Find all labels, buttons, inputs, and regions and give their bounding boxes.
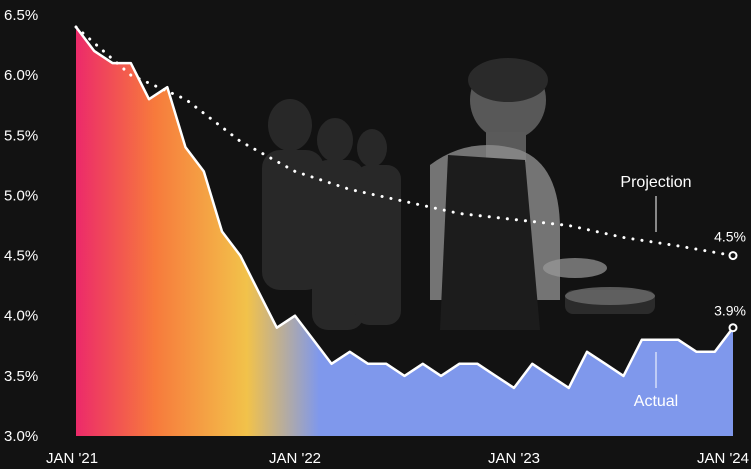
x-tick-label: JAN '24 <box>697 450 749 467</box>
x-tick-label: JAN '22 <box>269 450 321 467</box>
y-tick-label: 4.5% <box>4 248 38 265</box>
y-tick-label: 5.0% <box>4 187 38 204</box>
y-tick-label: 6.0% <box>4 67 38 84</box>
y-tick-label: 3.5% <box>4 368 38 385</box>
projection-series-line <box>74 25 735 258</box>
x-tick-label: JAN '21 <box>46 450 98 467</box>
actual-end-marker <box>728 323 738 333</box>
y-tick-label: 3.0% <box>4 428 38 445</box>
actual-label: Actual <box>634 393 678 410</box>
background-photo-cook <box>430 58 655 330</box>
projection-end-value-label: 4.5% <box>714 229 746 245</box>
y-axis-ticks: 3.0% 3.5% 4.0% 4.5% 5.0% 5.5% 6.0% 6.5% <box>4 7 38 445</box>
actual-end-value-label: 3.9% <box>714 303 746 319</box>
x-axis-ticks: JAN '21 JAN '22 JAN '23 JAN '24 <box>46 450 749 467</box>
actual-series-line <box>75 26 734 390</box>
projection-end-marker <box>728 251 738 261</box>
projection-label: Projection <box>620 174 691 191</box>
y-tick-label: 6.5% <box>4 7 38 24</box>
x-tick-label: JAN '23 <box>488 450 540 467</box>
actual-series-area <box>76 27 733 436</box>
background-photo-silhouettes <box>262 99 401 330</box>
y-tick-label: 4.0% <box>4 308 38 325</box>
y-tick-label: 5.5% <box>4 127 38 144</box>
